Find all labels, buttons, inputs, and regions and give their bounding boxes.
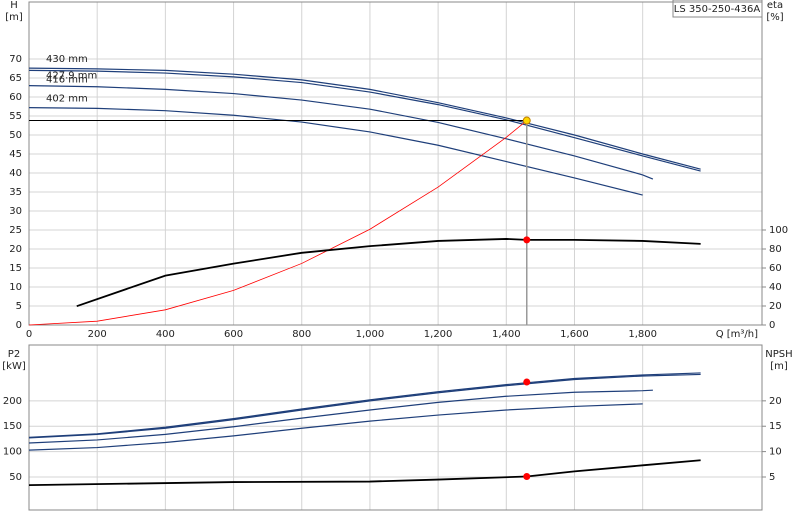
y-tick-label: 200 [3, 396, 22, 407]
y-tick-label: 5 [16, 301, 22, 312]
x-tick-label: 1,600 [560, 329, 589, 340]
y-tick-label: 100 [3, 447, 22, 458]
y-label: P2 [8, 349, 20, 360]
plot-frame [28, 1, 763, 326]
y-tick-label: 55 [9, 111, 22, 122]
y2-tick-label: 20 [769, 396, 782, 407]
y-tick-label: 50 [9, 130, 22, 141]
y-tick-label: 0 [16, 320, 22, 331]
y-tick-label: 20 [9, 244, 22, 255]
x-tick-label: 1,400 [492, 329, 521, 340]
x-tick-label: 1,000 [356, 329, 385, 340]
x-tick-label: 0 [26, 329, 32, 340]
duty-point [523, 236, 531, 244]
y-tick-label: 150 [3, 421, 22, 432]
y2-tick-label: 0 [769, 320, 775, 331]
curve-label: 427.9 mm [46, 70, 97, 81]
curve [28, 85, 654, 180]
y-tick-label: 45 [9, 149, 22, 160]
x-tick-label: 1,800 [628, 329, 657, 340]
y2-tick-label: 20 [769, 301, 782, 312]
y2-tick-label: 5 [769, 472, 775, 483]
y-tick-label: 10 [9, 282, 22, 293]
y2-label: eta [767, 0, 783, 11]
x-tick-label: 600 [224, 329, 243, 340]
curve [28, 459, 701, 487]
curve-label: 416 mm [46, 75, 88, 86]
y-tick-label: 25 [9, 225, 22, 236]
curve [28, 120, 528, 326]
x-tick-label: 800 [292, 329, 311, 340]
y-tick-label: 70 [9, 54, 22, 65]
duty-point [523, 472, 531, 480]
curve [28, 373, 701, 439]
y2-tick-label: 80 [769, 244, 782, 255]
curve-label: 430 mm [46, 54, 88, 65]
y2-label: NPSH [765, 349, 792, 360]
y2-tick-label: 15 [769, 421, 782, 432]
curve [28, 403, 643, 451]
plot-frame [28, 344, 763, 511]
curve [28, 69, 701, 172]
y-label: H [10, 0, 18, 11]
y-unit: [m] [5, 12, 23, 23]
duty-point [522, 116, 531, 125]
y-tick-label: 65 [9, 73, 22, 84]
x-tick-label: 400 [156, 329, 175, 340]
chart-title: LS 350-250-436A [674, 4, 761, 15]
y2-tick-label: 60 [769, 263, 782, 274]
y-tick-label: 15 [9, 263, 22, 274]
y-tick-label: 35 [9, 187, 22, 198]
curve [28, 389, 653, 444]
y2-tick-label: 40 [769, 282, 782, 293]
curve [28, 67, 701, 170]
x-tick-label: 1,200 [424, 329, 453, 340]
y-tick-label: 40 [9, 168, 22, 179]
curve [28, 372, 701, 438]
y-unit: [kW] [2, 361, 26, 372]
y2-unit: [%] [766, 12, 783, 23]
y-tick-label: 60 [9, 92, 22, 103]
x-tick-label: 200 [88, 329, 107, 340]
y-tick-label: 50 [9, 472, 22, 483]
y-tick-label: 30 [9, 206, 22, 217]
x-label: Q [m³/h] [716, 329, 758, 340]
curve [28, 107, 643, 196]
y2-tick-label: 10 [769, 447, 782, 458]
duty-point [523, 378, 531, 386]
y2-unit: [m] [770, 361, 788, 372]
curve [76, 238, 701, 308]
curve-label: 402 mm [46, 94, 88, 105]
y2-tick-label: 100 [769, 225, 788, 236]
